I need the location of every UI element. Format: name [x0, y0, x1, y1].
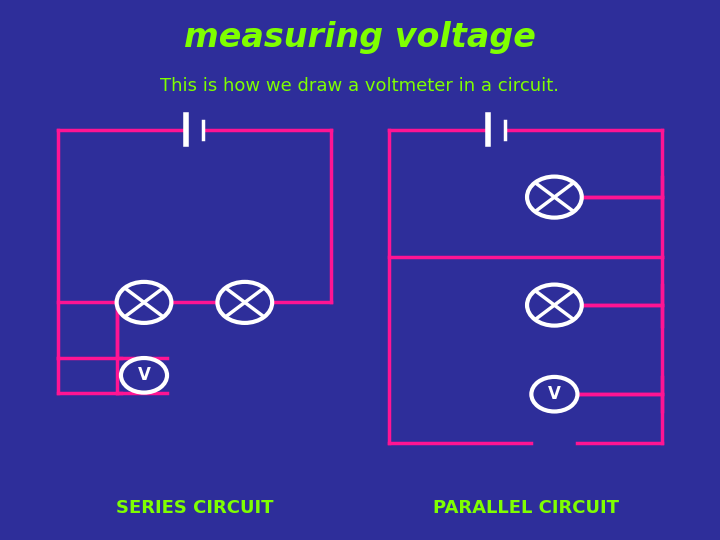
- Text: measuring voltage: measuring voltage: [184, 21, 536, 55]
- Circle shape: [217, 282, 272, 323]
- Circle shape: [527, 285, 582, 326]
- Text: PARALLEL CIRCUIT: PARALLEL CIRCUIT: [433, 498, 618, 517]
- Circle shape: [117, 282, 171, 323]
- Text: This is how we draw a voltmeter in a circuit.: This is how we draw a voltmeter in a cir…: [161, 77, 559, 96]
- Text: V: V: [548, 385, 561, 403]
- Circle shape: [121, 358, 167, 393]
- Text: V: V: [138, 366, 150, 384]
- Circle shape: [527, 177, 582, 218]
- Text: SERIES CIRCUIT: SERIES CIRCUIT: [116, 498, 273, 517]
- Circle shape: [531, 377, 577, 411]
